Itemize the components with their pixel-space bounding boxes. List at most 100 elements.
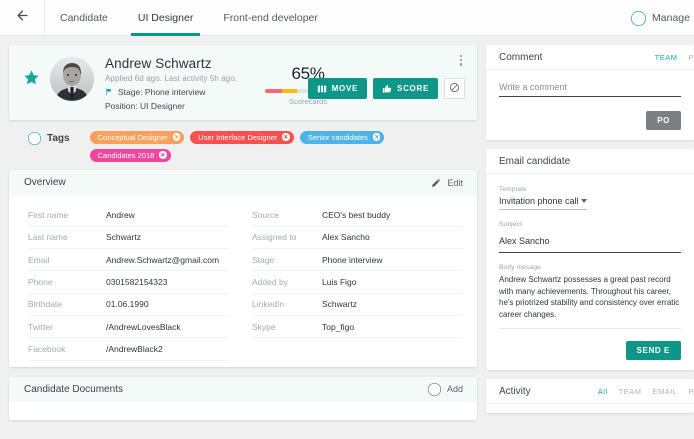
nav-tabs: Candidate UI Designer Front-end develope… <box>45 0 333 36</box>
toolbar-divider <box>44 0 45 36</box>
disqualify-button[interactable] <box>444 78 465 99</box>
tag-chip[interactable]: User Interface Designer <box>190 130 294 144</box>
comment-card: Comment TEAM P PO <box>486 45 694 140</box>
subject-input[interactable]: Alex Sancho <box>499 231 681 253</box>
tab-candidate[interactable]: Candidate <box>45 0 123 36</box>
overview-row: Added by Luis Figo <box>252 271 463 294</box>
more-vertical-icon[interactable] <box>459 55 462 66</box>
overview-edit-label: Edit <box>447 177 463 188</box>
candidate-stage: Stage: Phone interview <box>118 86 206 97</box>
manage-button[interactable]: Manage <box>631 0 694 36</box>
close-circle-icon[interactable] <box>372 133 381 141</box>
template-field: Template Invitation phone call <box>499 186 681 210</box>
activity-tab-email[interactable]: EMAIL <box>652 386 678 396</box>
score-button[interactable]: SCORE <box>373 78 438 99</box>
overview-field-value: Andrew <box>106 210 135 221</box>
tab-front-end-developer[interactable]: Front-end developer <box>208 0 333 36</box>
overview-field-key: Added by <box>252 277 288 288</box>
overview-field-key: Email <box>28 254 50 265</box>
score-caption: Scorecards <box>289 96 327 106</box>
template-value: Invitation phone call <box>499 196 579 206</box>
score-segment-1 <box>282 89 297 93</box>
subject-label: Subject <box>499 221 523 228</box>
overview-field-key: Facebook <box>28 343 66 354</box>
overview-header: Overview Edit <box>9 169 477 196</box>
overview-right-fields: Source CEO's best buddy Assigned to Alex Sa… <box>243 205 477 361</box>
overview-title: Overview <box>24 177 66 188</box>
manage-label: Manage <box>652 12 690 24</box>
overview-field-value: 0301582154323 <box>106 277 168 288</box>
header-actions: MOVE SCORE <box>307 78 465 99</box>
activity-title: Activity <box>499 385 531 397</box>
top-bar: Candidate UI Designer Front-end develope… <box>0 0 694 36</box>
pencil-icon <box>431 178 441 188</box>
plus-circle-icon <box>427 382 441 396</box>
comment-header: Comment TEAM P <box>486 45 694 70</box>
plus-circle-icon <box>631 10 647 26</box>
overview-field-key: Assigned to <box>252 232 297 243</box>
overview-field-key: Phone <box>28 277 53 288</box>
add-document-button[interactable]: Add <box>427 382 463 396</box>
email-header: Email candidate <box>486 149 694 174</box>
comment-tab-team[interactable]: TEAM <box>654 52 678 62</box>
tag-chip[interactable]: Senior candidates <box>299 130 385 144</box>
overview-edit-button[interactable]: Edit <box>431 178 463 188</box>
overview-row: Skype Top_figo <box>252 316 463 339</box>
close-circle-icon[interactable] <box>159 151 167 159</box>
comment-tabs: TEAM P <box>655 53 694 62</box>
tags-label: Tags <box>47 132 70 144</box>
move-button[interactable]: MOVE <box>307 78 368 99</box>
star-icon[interactable] <box>23 69 40 86</box>
subject-value: Alex Sancho <box>499 236 550 246</box>
overview-field-value: /AndrewBlack2 <box>106 343 163 354</box>
tag-label: Senior candidates <box>307 132 368 142</box>
arrow-left-icon <box>15 8 30 28</box>
tag-list: Conceptual Designer User Interface Design… <box>89 130 390 162</box>
comment-body: PO <box>486 70 694 140</box>
avatar <box>50 57 94 101</box>
overview-field-value: Andrew.Schwartz@gmail.com <box>106 254 220 265</box>
candidate-position: Position: UI Designer <box>105 100 185 111</box>
send-email-button[interactable]: SEND E <box>625 341 681 361</box>
template-select[interactable]: Invitation phone call <box>499 196 587 210</box>
score-label: SCORE <box>397 84 429 93</box>
tag-label: User Interface Designer <box>198 132 278 142</box>
add-document-label: Add <box>446 384 463 395</box>
body-field: Body mesage Andrew Schwartz possesses a … <box>499 264 681 330</box>
documents-title: Candidate Documents <box>24 383 123 395</box>
page-body: Andrew Schwartz Applied 6d ago. Last act… <box>0 36 694 439</box>
comment-tab-private[interactable]: P <box>688 52 694 62</box>
columns-icon <box>317 84 327 94</box>
score-segment-2 <box>296 89 313 93</box>
overview-row: Phone 0301582154323 <box>28 271 229 294</box>
close-circle-icon[interactable] <box>172 133 181 141</box>
add-tag-button[interactable]: Tags <box>28 131 70 145</box>
close-circle-icon[interactable] <box>282 133 290 141</box>
tab-label: Front-end developer <box>223 11 318 24</box>
overview-row: Stage Phone interview <box>252 249 463 272</box>
overview-row: Facebook/AndrewBlack2 <box>28 338 229 361</box>
candidate-stage-row: Stage: Phone interview <box>105 87 237 97</box>
ban-icon <box>449 81 460 96</box>
tag-chip[interactable]: Conceptual Designer <box>89 130 185 144</box>
tab-ui-designer[interactable]: UI Designer <box>123 0 208 36</box>
overview-row: Birthdate 01.06.1990 <box>28 294 229 316</box>
overview-field-value: Schwartz <box>106 232 141 243</box>
activity-tab-team[interactable]: TEAM <box>618 386 642 396</box>
activity-tab-phone[interactable]: P <box>688 386 694 396</box>
overview-field-value: CEO's best buddy <box>322 210 391 221</box>
overview-row: LinkedIn Schwartz <box>252 294 463 316</box>
overview-field-value: /AndrewLovesBlack <box>106 321 181 332</box>
overview-row: Email Andrew.Schwartz@gmail.com <box>28 249 229 272</box>
post-comment-button[interactable]: PO <box>646 111 681 130</box>
comment-input[interactable] <box>499 82 681 97</box>
template-label: Template <box>499 186 527 193</box>
overview-field-key: First name <box>28 210 69 221</box>
overview-card: Overview Edit First name Andrew Last name S… <box>9 169 477 367</box>
tag-chip[interactable]: Candidates 2018 <box>89 148 171 162</box>
activity-tab-all[interactable]: All <box>597 386 608 396</box>
body-message-input[interactable]: Andrew Schwartz possesses a great past r… <box>499 274 681 330</box>
candidate-name: Andrew Schwartz <box>105 56 212 71</box>
score-segment-0 <box>265 89 283 93</box>
back-button[interactable] <box>0 0 44 36</box>
